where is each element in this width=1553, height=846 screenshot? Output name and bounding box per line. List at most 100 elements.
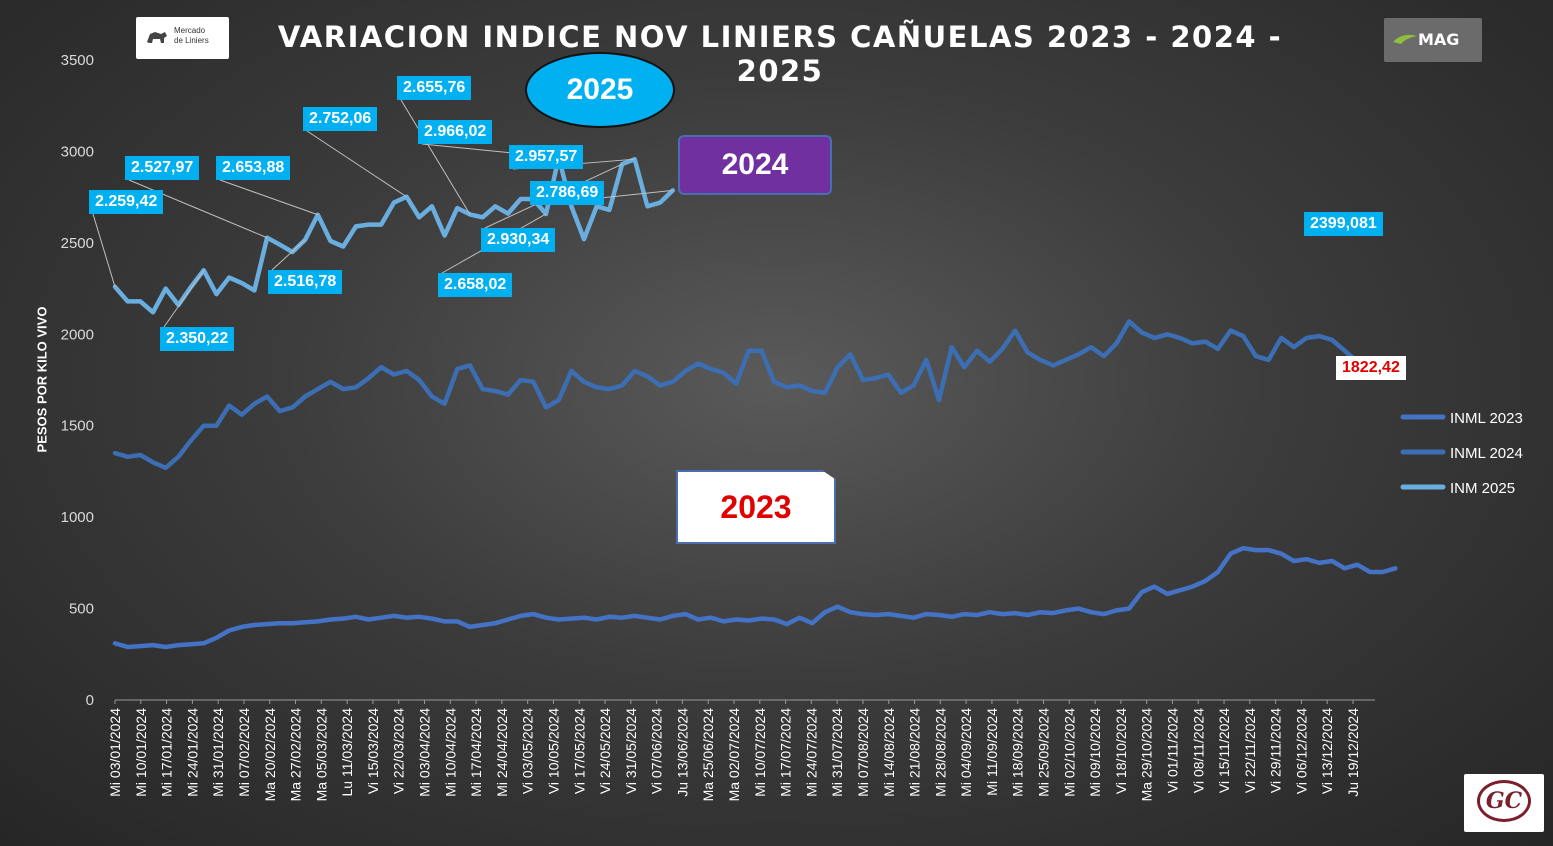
x-tick-label: Vi 01/11/2024	[1164, 708, 1180, 793]
cattle-icon	[147, 32, 167, 43]
x-tick-label: Mi 31/07/2024	[829, 708, 845, 797]
data-label-2025: 2.350,22	[160, 327, 235, 351]
x-tick-label: Mi 10/04/2024	[442, 708, 458, 797]
gc-logo-text: GC	[1485, 788, 1523, 814]
data-label-2023-peak: 1822,42	[1336, 356, 1406, 380]
x-tick-label: Mi 24/04/2024	[494, 708, 510, 797]
mercado-liniers-logo: Mercado de Liniers	[136, 17, 229, 59]
x-tick-label: Ju 13/06/2024	[674, 708, 690, 797]
leader-line	[128, 179, 268, 239]
x-tick-label: Mi 03/01/2024	[107, 708, 123, 797]
y-tick-label: 0	[86, 692, 94, 709]
x-tick-label: Vi 06/12/2024	[1293, 708, 1309, 794]
x-tick-label: Vi 15/11/2024	[1216, 708, 1232, 793]
x-tick-label: Mi 24/07/2024	[803, 708, 819, 797]
y-tick-label: 1500	[61, 418, 94, 435]
mag-leaf-icon	[1393, 34, 1417, 44]
leader-line	[92, 213, 116, 287]
y-tick-label: 500	[69, 601, 94, 618]
x-tick-label: Vi 22/03/2024	[391, 708, 407, 794]
data-label-2025: 2.527,97	[125, 156, 200, 180]
tag-2024: 2024	[678, 135, 832, 195]
x-tick-label: Mi 25/09/2024	[1036, 708, 1052, 797]
x-tick-label: Ma 20/02/2024	[262, 708, 278, 802]
y-tick-label: 3000	[61, 143, 94, 160]
x-tick-label: Mi 02/10/2024	[1061, 708, 1077, 797]
x-tick-label: Mi 17/04/2024	[468, 708, 484, 797]
x-tick-label: Mi 28/08/2024	[932, 708, 948, 797]
y-tick-label: 3500	[61, 52, 94, 69]
legend-label: INML 2024	[1450, 445, 1523, 462]
x-tick-label: Mi 07/02/2024	[236, 708, 252, 797]
x-tick-label: Vi 13/12/2024	[1319, 708, 1335, 794]
x-tick-label: Mi 18/09/2024	[1010, 708, 1026, 797]
x-tick-label: Mi 31/01/2024	[210, 708, 226, 797]
x-tick-label: Mi 11/09/2024	[984, 708, 1000, 796]
x-tick-label: Vi 17/05/2024	[571, 708, 587, 794]
series-line-2025	[112, 155, 676, 315]
legend-label: INM 2025	[1450, 480, 1515, 497]
data-label-2024-end: 2399,081	[1304, 212, 1383, 236]
x-tick-label: Mi 17/07/2024	[778, 708, 794, 797]
x-tick-label: Mi 09/10/2024	[1087, 708, 1103, 797]
x-tick-label: Mi 14/08/2024	[881, 708, 897, 797]
legend-label: INML 2023	[1450, 410, 1523, 427]
x-tick-label: Vi 24/05/2024	[597, 708, 613, 794]
x-tick-label: Ma 02/07/2024	[726, 708, 742, 802]
leader-line	[219, 179, 318, 216]
tag-2025: 2025	[525, 52, 675, 128]
x-tick-label: Mi 21/08/2024	[907, 708, 923, 797]
x-tick-label: Ju 19/12/2024	[1345, 708, 1361, 797]
data-label-2025: 2.653,88	[216, 156, 291, 180]
chart-title: VARIACION INDICE NOV LINIERS CAÑUELAS 20…	[277, 20, 1283, 88]
mag-logo-text: MAG	[1418, 30, 1460, 49]
tag-2025-text: 2025	[566, 73, 634, 106]
leader-line	[163, 269, 205, 328]
data-label-2025: 2.786,69	[530, 181, 605, 205]
x-tick-label: Ma 05/03/2024	[313, 708, 329, 802]
leader-line	[271, 239, 306, 271]
data-label-2025: 2.930,34	[481, 228, 556, 252]
x-tick-label: Vi 15/03/2024	[365, 708, 381, 794]
series-line-2023	[112, 545, 1398, 650]
x-tick-label: Mi 17/01/2024	[159, 708, 175, 797]
series-line-2024	[112, 319, 1373, 471]
x-tick-label: Vi 22/11/2024	[1242, 708, 1258, 793]
x-tick-label: Mi 10/01/2024	[133, 708, 149, 797]
data-label-2025: 2.259,42	[89, 190, 164, 214]
data-label-2025: 2.752,06	[303, 107, 378, 131]
y-tick-label: 2500	[61, 235, 94, 252]
x-tick-label: Mi 24/01/2024	[184, 708, 200, 797]
tag-2024-text: 2024	[721, 148, 789, 181]
x-tick-label: Mi 03/04/2024	[417, 708, 433, 797]
data-label-2025: 2.966,02	[418, 120, 493, 144]
leader-line	[400, 99, 471, 215]
series-lines	[112, 155, 1398, 650]
y-tick-label: 2000	[61, 326, 94, 343]
leader-line	[306, 130, 407, 198]
x-tick-label: Vi 18/10/2024	[1113, 708, 1129, 794]
data-label-2025: 2.957,57	[509, 145, 584, 169]
x-tick-label: Vi 31/05/2024	[623, 708, 639, 794]
x-tick-label: Vi 07/06/2024	[649, 708, 665, 794]
mag-logo: MAG	[1384, 18, 1482, 62]
legend: INML 2023 INML 2024 INM 2025	[1400, 410, 1523, 497]
x-tick-label: Lu 11/03/2024	[339, 708, 355, 797]
x-tick-label: Ma 27/02/2024	[288, 708, 304, 802]
tag-2023-text: 2023	[720, 488, 792, 525]
gc-logo: GC	[1464, 774, 1544, 832]
x-tick-label: Vi 10/05/2024	[545, 708, 561, 794]
x-tick-label: Vi 08/11/2024	[1190, 708, 1206, 793]
x-tick-label: Vi 29/11/2024	[1268, 708, 1284, 793]
x-tick-label: Ma 25/06/2024	[700, 708, 716, 802]
x-tick-label: Mi 10/07/2024	[752, 708, 768, 797]
x-tick-label: Ma 29/10/2024	[1139, 708, 1155, 802]
x-tick-label: Mi 04/09/2024	[958, 708, 974, 797]
y-axis: 0 500 1000 1500 2000 2500 3000 3500	[61, 52, 94, 709]
tag-2023: 2023	[676, 470, 836, 544]
x-tick-label: Vi 03/05/2024	[520, 708, 536, 794]
callout-leaders	[92, 99, 673, 328]
data-label-2025: 2.655,76	[397, 76, 472, 100]
x-tick-label: Mi 07/08/2024	[855, 708, 871, 797]
